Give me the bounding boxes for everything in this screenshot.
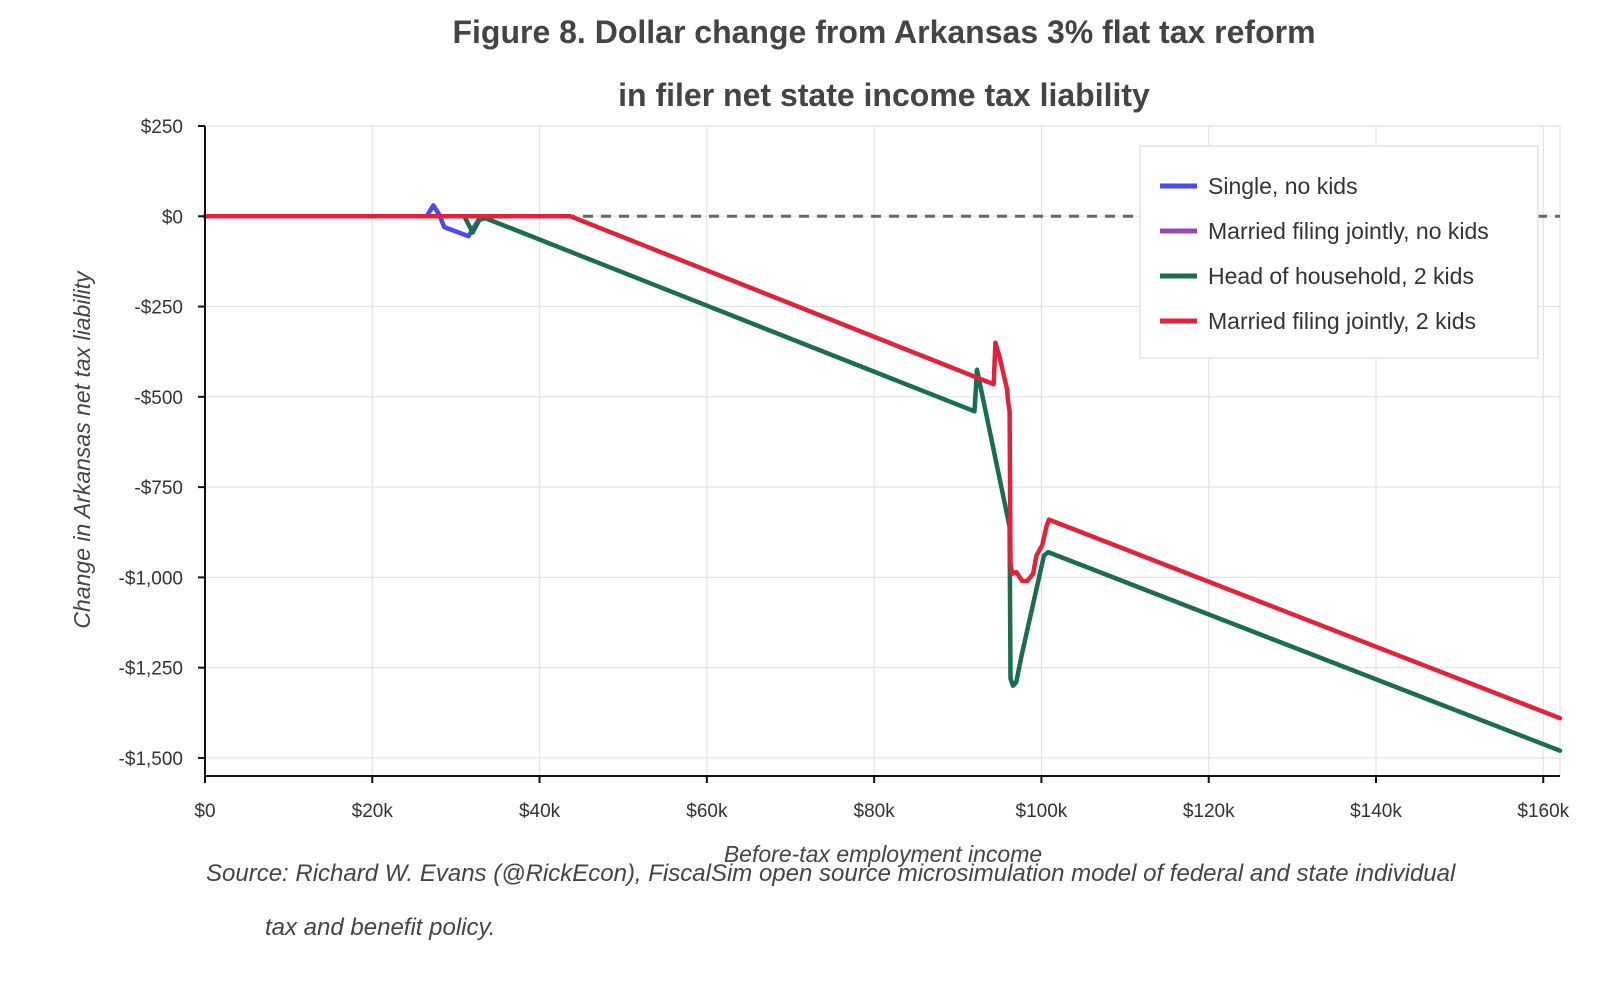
y-tick-label: -$1,500 xyxy=(119,749,183,770)
y-axis-label: Change in Arkansas net tax liability xyxy=(69,270,95,629)
x-tick-label: $140k xyxy=(1350,801,1402,822)
legend: Single, no kids Married filing jointly, n… xyxy=(1139,145,1539,359)
legend-label-2: Married filing jointly, no kids xyxy=(1208,218,1489,244)
x-tick-label: $40k xyxy=(519,801,561,822)
y-tick-label: -$750 xyxy=(134,478,183,499)
x-tick-label: $80k xyxy=(854,801,896,822)
y-tick-label: -$250 xyxy=(134,298,183,319)
y-tick-label: -$1,250 xyxy=(119,659,183,680)
x-tick-label: $160k xyxy=(1517,801,1569,822)
source-note-line-1: Source: Richard W. Evans (@RickEcon), Fi… xyxy=(206,860,1456,887)
series-line-4 xyxy=(202,214,1563,721)
chart-title: Figure 8. Dollar change from Arkansas 3%… xyxy=(452,14,1316,50)
x-tick-label: $100k xyxy=(1016,801,1068,822)
y-tick-label: $0 xyxy=(162,207,183,228)
x-tick-label: $20k xyxy=(352,801,394,822)
series-lines xyxy=(202,203,1563,753)
legend-label-3: Head of household, 2 kids xyxy=(1208,263,1474,289)
legend-box xyxy=(1139,145,1539,359)
source-note-line-2: tax and benefit policy. xyxy=(265,914,496,941)
x-tick-label: $60k xyxy=(686,801,728,822)
y-tick-label: -$1,000 xyxy=(119,568,183,589)
chart-subtitle: in filer net state income tax liability xyxy=(618,77,1150,113)
legend-label-1: Single, no kids xyxy=(1208,173,1358,199)
x-tick-label: $120k xyxy=(1183,801,1235,822)
series-line-1 xyxy=(202,203,496,239)
legend-label-4: Married filing jointly, 2 kids xyxy=(1208,308,1476,334)
y-tick-label: -$500 xyxy=(134,388,183,409)
x-axis-label: Before-tax employment income xyxy=(724,841,1042,867)
y-tick-label: $250 xyxy=(141,117,183,138)
x-tick-label: $0 xyxy=(194,801,215,822)
axes: $250 $0 -$250 -$500 -$750 -$1,000 -$1,250 -$1,5… xyxy=(119,117,1570,822)
grid xyxy=(204,125,1561,776)
